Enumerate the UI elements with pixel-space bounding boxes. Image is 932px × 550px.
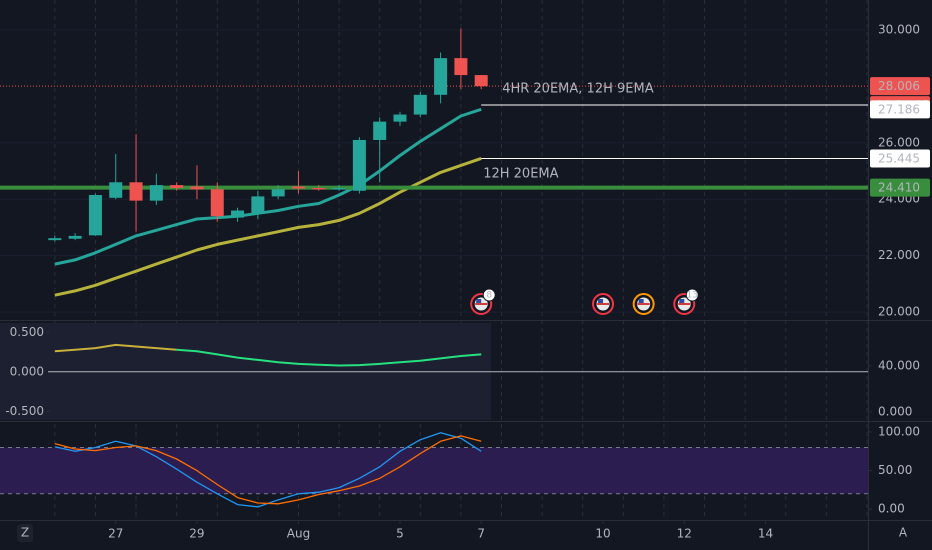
price-label-box [870,178,930,197]
annotation: 4HR 20EMA, 12H 9EMA [502,82,653,97]
price-label-box [870,100,930,119]
event-marker [592,293,615,315]
y-tick-label: 0.000 [10,364,44,378]
candle-body [413,94,427,115]
event-flag-canton [679,299,685,303]
candle-body [88,194,102,236]
candle-body [68,235,82,239]
candle-body [251,196,265,214]
candle-body [312,187,326,190]
x-tick-label: 5 [396,527,404,541]
event-flag-stripe [475,303,488,305]
event-badge-label: 13 [687,291,698,301]
y2-tick-label: 0.000 [878,404,912,418]
candle-body [210,189,224,217]
event-marker: 8 [470,288,496,315]
indicator-line [54,107,482,266]
candle-body [434,58,448,95]
candle-body [190,186,204,190]
x-tick-label: Aug [287,527,310,541]
event-flag-canton [638,299,644,303]
event-marker: 13 [673,288,699,315]
y2-tick-label: 40.000 [878,358,920,372]
indicator-line [54,343,177,353]
candle-body [109,182,123,198]
x-tick-label: 12 [677,527,692,541]
y-tick-label: 0.00 [878,502,905,516]
y-tick-label: 100.00 [878,425,920,439]
control-left-box [17,524,33,542]
price-label: 24.410 [878,181,920,195]
price-label: 27.186 [878,102,920,116]
candle-body [373,121,387,140]
control-left[interactable]: Z [21,526,29,540]
event-badge [482,288,496,302]
y-tick-label: -0.500 [5,404,44,418]
price-label: 25.445 [878,151,920,165]
price-label-box [870,77,930,96]
y-tick-label: 50.00 [878,463,912,477]
event-badge-label: 8 [486,291,492,301]
event-badge [685,288,699,302]
candle-body [170,185,184,188]
control-right[interactable]: A [899,526,908,540]
candle-body [129,182,143,201]
candle-body [291,186,305,189]
event-flag-stripe [637,303,650,305]
price-label: 28.006 [878,79,920,93]
candle-body [48,238,62,241]
y-tick-label: 0.500 [10,325,44,339]
y-tick-label: 20.000 [878,305,920,319]
candle-body [271,189,285,197]
y-tick-label: 26.000 [878,135,920,149]
indicator-line [54,435,482,505]
candle-body [454,58,468,76]
event-marker [632,293,655,315]
x-tick-label: 7 [477,527,485,541]
event-flag-canton [476,299,482,303]
indicator-line [176,348,482,367]
annotation: 12H 20EMA [483,167,558,182]
y-tick-label: 30.000 [878,22,920,36]
x-tick-label: 27 [108,527,123,541]
candle-body [352,139,366,191]
candle-body [474,75,488,87]
candle-body [231,210,245,218]
event-flag-stripe [678,303,691,305]
x-tick-label: 10 [595,527,610,541]
candle-body [332,187,346,190]
candle-body [149,185,163,201]
candle-body [393,114,407,122]
band-fill [0,447,868,494]
x-tick-label: 14 [758,527,773,541]
event-flag-stripe [597,303,610,305]
price-label-box [870,149,930,168]
y-tick-label: 22.000 [878,248,920,262]
event-flag-canton [598,299,604,303]
x-tick-label: 29 [189,527,204,541]
